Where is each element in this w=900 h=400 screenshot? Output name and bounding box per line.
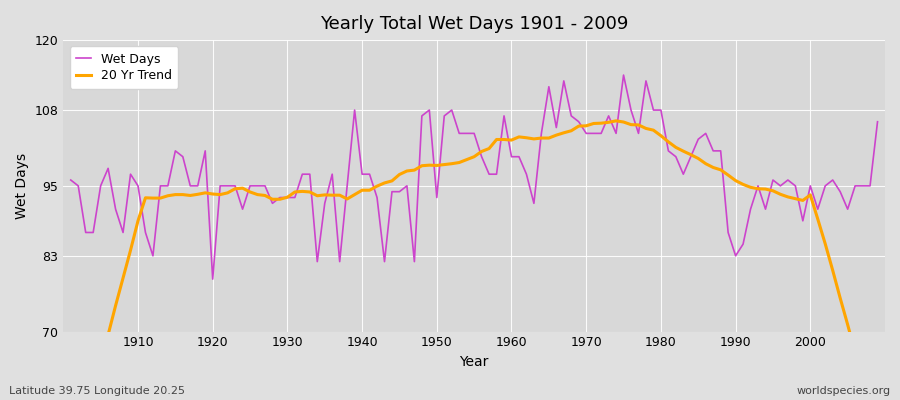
Text: Latitude 39.75 Longitude 20.25: Latitude 39.75 Longitude 20.25	[9, 386, 185, 396]
Wet Days	[618, 73, 629, 78]
Wet Days	[506, 154, 517, 159]
Title: Yearly Total Wet Days 1901 - 2009: Yearly Total Wet Days 1901 - 2009	[320, 15, 628, 33]
20 Yr Trend	[334, 193, 345, 198]
X-axis label: Year: Year	[460, 355, 489, 369]
Text: worldspecies.org: worldspecies.org	[796, 386, 891, 396]
20 Yr Trend	[506, 138, 517, 142]
20 Yr Trend	[611, 118, 622, 123]
Wet Days	[872, 119, 883, 124]
Wet Days	[125, 172, 136, 176]
Wet Days	[66, 178, 77, 182]
20 Yr Trend	[125, 248, 136, 253]
Wet Days	[297, 172, 308, 176]
Wet Days	[603, 114, 614, 118]
Wet Days	[342, 184, 353, 188]
20 Yr Trend	[499, 137, 509, 142]
20 Yr Trend	[596, 121, 607, 126]
20 Yr Trend	[290, 190, 301, 194]
Wet Days	[514, 154, 525, 159]
Line: 20 Yr Trend: 20 Yr Trend	[71, 121, 878, 400]
Y-axis label: Wet Days: Wet Days	[15, 153, 29, 219]
Wet Days	[207, 277, 218, 282]
Legend: Wet Days, 20 Yr Trend: Wet Days, 20 Yr Trend	[69, 46, 178, 89]
Line: Wet Days: Wet Days	[71, 75, 878, 279]
